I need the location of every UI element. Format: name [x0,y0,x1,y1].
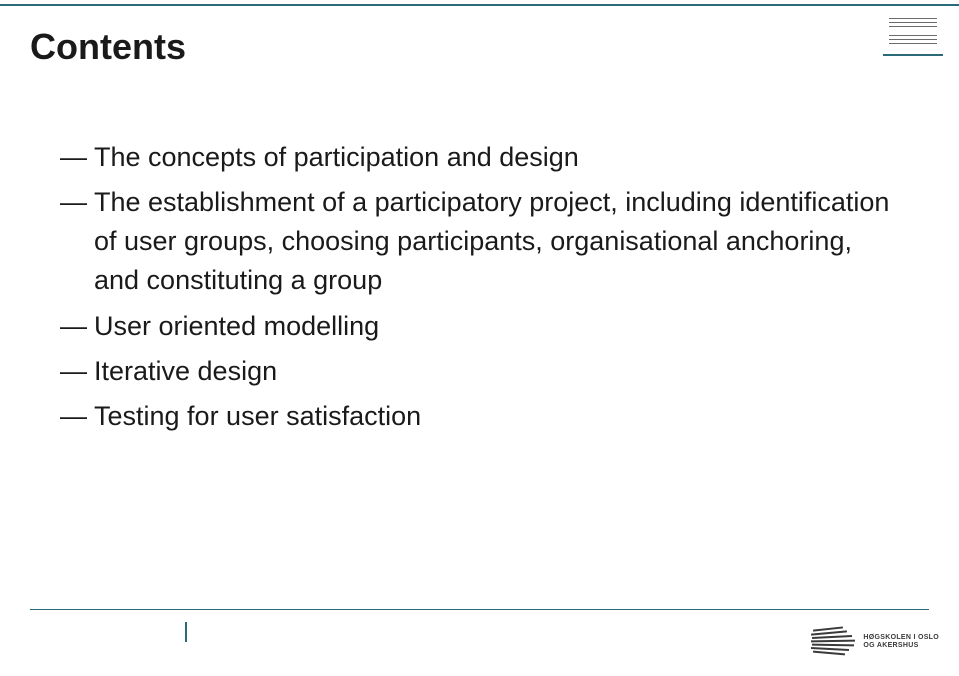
contents-list: The concepts of participation and design… [60,138,899,436]
university-logo: HØGSKOLEN I OSLO OG AKERSHUS [811,626,939,658]
logo-text-line2: OG AKERSHUS [863,642,939,650]
logo-mark-icon [811,626,855,658]
bottom-rule [30,609,929,610]
contents-list-container: The concepts of participation and design… [60,138,899,442]
list-item: Iterative design [60,352,899,391]
page-title: Contents [30,26,186,68]
list-item: Testing for user satisfaction [60,397,899,436]
top-rule [0,4,959,6]
list-item: The establishment of a participatory pro… [60,183,899,300]
logo-text: HØGSKOLEN I OSLO OG AKERSHUS [863,634,939,650]
corner-marks [889,18,937,56]
footer-tick [185,622,187,642]
list-item: The concepts of participation and design [60,138,899,177]
list-item: User oriented modelling [60,307,899,346]
logo-text-line1: HØGSKOLEN I OSLO [863,634,939,642]
